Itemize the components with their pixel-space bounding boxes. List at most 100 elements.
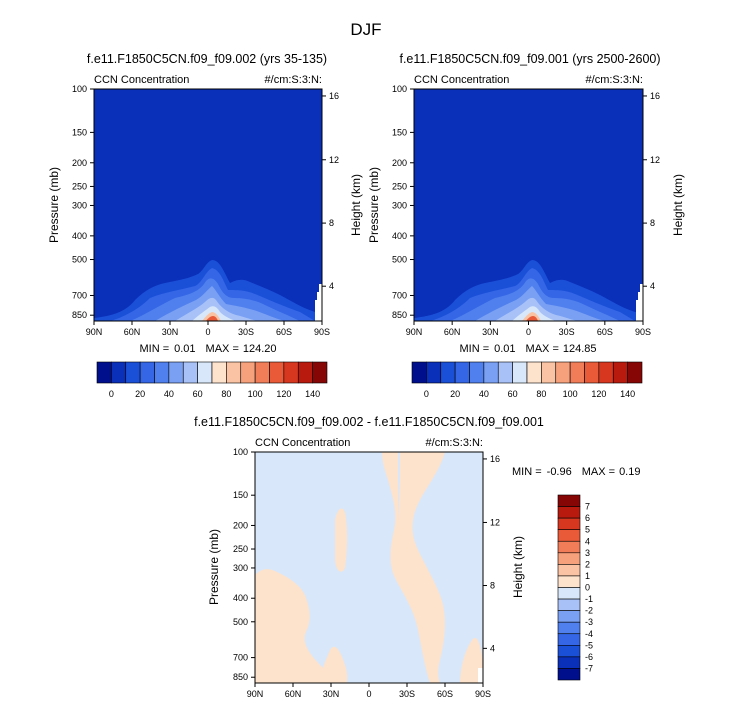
panel-2-latitude-axis: 90N 60N 30N 0 30S 60S 90S xyxy=(406,321,651,337)
colorbar-swatch xyxy=(312,361,328,384)
colorbar-swatch xyxy=(254,361,270,384)
colorbar-swatch xyxy=(125,361,141,384)
height-tick-label: 12 xyxy=(329,155,339,165)
colorbar-label: -2 xyxy=(585,606,593,616)
panel-2-contour-field xyxy=(414,89,643,321)
colorbar-label: -3 xyxy=(585,617,593,627)
panel-1-pressure-axis-label: Pressure (mb) xyxy=(47,167,61,243)
pressure-tick-label: 700 xyxy=(72,290,87,300)
panel-3-subtitle: f.e11.F1850C5CN.f09_f09.002 - f.e11.F185… xyxy=(194,415,544,429)
panel-3-height-axis-label: Height (km) xyxy=(511,536,525,598)
height-tick-label: 4 xyxy=(490,643,495,653)
pressure-tick-label: 150 xyxy=(72,127,87,137)
colorbar-diff: 76 54 32 1 0-1 -2-3 -4-5 -6-7 xyxy=(557,494,593,681)
colorbar-swatch xyxy=(557,645,581,658)
pressure-tick-label: 300 xyxy=(72,200,87,210)
colorbar-label: 6 xyxy=(585,513,590,523)
colorbar-label: -4 xyxy=(585,629,593,639)
pressure-tick-label: 850 xyxy=(72,310,87,320)
panel-2-units-label: #/cm:S:3:N: xyxy=(586,74,643,86)
pressure-tick-label: 200 xyxy=(72,158,87,168)
latitude-tick-label: 30N xyxy=(482,327,499,337)
panel-3-units-label: #/cm:S:3:N: xyxy=(426,437,483,449)
colorbar-swatch xyxy=(557,633,581,646)
pressure-tick-label: 500 xyxy=(72,255,87,265)
colorbar-label: -1 xyxy=(585,594,593,604)
panel-2-variable-label: CCN Concentration xyxy=(414,74,509,86)
panel-2-stats: MIN = 0.01 MAX = 124.85 xyxy=(459,343,596,355)
colorbar-swatch xyxy=(557,540,581,554)
latitude-tick-label: 60S xyxy=(597,327,613,337)
pressure-tick-label: 300 xyxy=(233,563,248,573)
colorbar-label: 2 xyxy=(585,559,590,569)
colorbar-label: 20 xyxy=(450,389,460,399)
pressure-tick-label: 150 xyxy=(233,490,248,500)
colorbar-swatch xyxy=(226,361,242,384)
pressure-tick-label: 250 xyxy=(72,181,87,191)
latitude-tick-label: 90N xyxy=(406,327,423,337)
colorbar-swatch xyxy=(512,361,528,384)
latitude-tick-label: 30N xyxy=(323,689,340,699)
colorbar-swatch xyxy=(598,361,614,384)
colorbar-swatch xyxy=(139,361,155,384)
colorbar-swatch xyxy=(426,361,442,384)
pressure-tick-label: 250 xyxy=(233,544,248,554)
height-tick-label: 12 xyxy=(490,517,500,527)
colorbar-swatch xyxy=(557,564,581,577)
colorbar-label: -5 xyxy=(585,640,593,650)
panel-1-units-label: #/cm:S:3:N: xyxy=(265,74,322,86)
height-tick-label: 16 xyxy=(650,91,660,101)
colorbar-swatch xyxy=(497,361,513,384)
colorbar-swatch xyxy=(555,361,571,384)
colorbar-swatch xyxy=(569,361,585,384)
panel-2-pressure-axis: 100 150 200 250 300 400 500 700 850 xyxy=(392,84,414,320)
pressure-tick-label: 250 xyxy=(392,181,407,191)
height-tick-label: 8 xyxy=(490,581,495,591)
colorbar-swatch xyxy=(96,361,112,384)
panel-3: f.e11.F1850C5CN.f09_f09.002 - f.e11.F185… xyxy=(194,415,640,699)
colorbar-label: -7 xyxy=(585,663,593,673)
latitude-tick-label: 0 xyxy=(366,689,371,699)
panel-2-subtitle: f.e11.F1850C5CN.f09_f09.001 (yrs 2500-26… xyxy=(399,52,660,66)
pressure-tick-label: 150 xyxy=(392,127,407,137)
colorbar-label: 40 xyxy=(164,389,174,399)
latitude-tick-label: 90S xyxy=(635,327,651,337)
latitude-tick-label: 60N xyxy=(124,327,141,337)
colorbar-label: 4 xyxy=(585,536,590,546)
panel-3-latitude-axis: 90N 60N 30N 0 30S 60S 90S xyxy=(247,683,491,699)
colorbar-swatch xyxy=(526,361,542,384)
colorbar-swatch xyxy=(111,361,127,384)
colorbar-swatch xyxy=(627,361,643,384)
colorbar-label: 0 xyxy=(424,389,429,399)
colorbar-right: 0 20 40 60 80 100 120 140 xyxy=(411,361,643,399)
colorbar-swatch xyxy=(557,656,581,669)
colorbar-swatch xyxy=(557,621,581,635)
colorbar-swatch xyxy=(557,517,581,530)
latitude-tick-label: 0 xyxy=(205,327,210,337)
latitude-tick-label: 60N xyxy=(444,327,461,337)
colorbar-label: 120 xyxy=(276,389,291,399)
colorbar-label: 60 xyxy=(508,389,518,399)
colorbar-left: 0 20 40 60 80 100 120 140 xyxy=(96,361,328,399)
colorbar-label: 140 xyxy=(305,389,320,399)
pressure-tick-label: 850 xyxy=(392,310,407,320)
colorbar-label: 80 xyxy=(536,389,546,399)
height-tick-label: 4 xyxy=(650,281,655,291)
latitude-tick-label: 90N xyxy=(86,327,103,337)
colorbar-swatch xyxy=(557,610,581,623)
colorbar-label: 40 xyxy=(479,389,489,399)
colorbar-label: 1 xyxy=(585,571,590,581)
height-tick-label: 8 xyxy=(650,218,655,228)
height-tick-label: 16 xyxy=(329,91,339,101)
colorbar-label: 5 xyxy=(585,525,590,535)
latitude-tick-label: 60S xyxy=(276,327,292,337)
figure-title: DJF xyxy=(350,20,381,39)
colorbar-swatch xyxy=(557,506,581,519)
pressure-tick-label: 400 xyxy=(233,593,248,603)
latitude-tick-label: 90S xyxy=(314,327,330,337)
panel-3-pressure-axis: 100 150 200 250 300 400 500 700 850 xyxy=(233,447,255,682)
panel-1: f.e11.F1850C5CN.f09_f09.002 (yrs 35-135)… xyxy=(47,52,363,355)
pressure-tick-label: 100 xyxy=(392,84,407,94)
panel-2-height-axis-label: Height (km) xyxy=(671,174,685,236)
